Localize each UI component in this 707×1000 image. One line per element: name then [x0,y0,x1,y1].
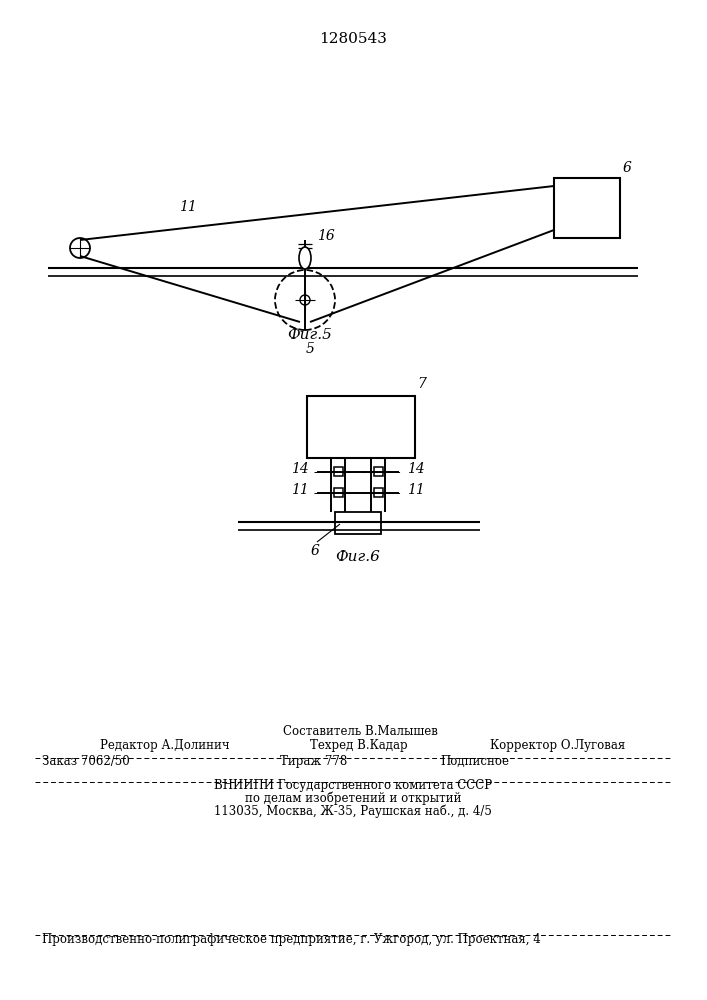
Text: 5: 5 [305,342,315,356]
Text: 113035, Москва, Ж-35, Раушская наб., д. 4/5: 113035, Москва, Ж-35, Раушская наб., д. … [214,804,492,818]
Text: по делам изобретений и открытий: по делам изобретений и открытий [245,792,461,805]
Text: Заказ 7062/50: Заказ 7062/50 [42,755,130,768]
Bar [374,467,383,476]
Text: 16: 16 [317,229,334,243]
Text: 6: 6 [310,544,320,558]
Text: Корректор О.Луговая: Корректор О.Луговая [490,739,625,752]
Text: 1280543: 1280543 [319,32,387,46]
Text: Тираж 778: Тираж 778 [280,755,347,768]
Text: Редактор А.Долинич: Редактор А.Долинич [100,739,230,752]
Bar [334,488,343,497]
Text: 6: 6 [623,161,632,175]
Text: Фиг.5: Фиг.5 [288,328,332,342]
Text: Техред В.Кадар: Техред В.Кадар [310,739,408,752]
Bar [554,178,620,238]
Text: 11: 11 [179,200,197,214]
Bar [374,488,383,497]
Text: 14: 14 [407,462,425,476]
Text: 11: 11 [291,483,309,497]
Bar [335,512,381,534]
Text: 11: 11 [407,483,425,497]
Bar [334,467,343,476]
Text: Составитель В.Малышев: Составитель В.Малышев [283,725,438,738]
Bar [307,396,415,458]
Text: Подписное: Подписное [440,755,509,768]
Text: 14: 14 [291,462,309,476]
Text: Производственно-полиграфическое предприятие, г. Ужгород, ул. Проектная, 4: Производственно-полиграфическое предприя… [42,933,541,946]
Text: Фиг.6: Фиг.6 [336,550,380,564]
Text: ВНИИПИ Государственного комитета СССР: ВНИИПИ Государственного комитета СССР [214,779,492,792]
Ellipse shape [299,247,311,269]
Text: 7: 7 [417,377,426,391]
